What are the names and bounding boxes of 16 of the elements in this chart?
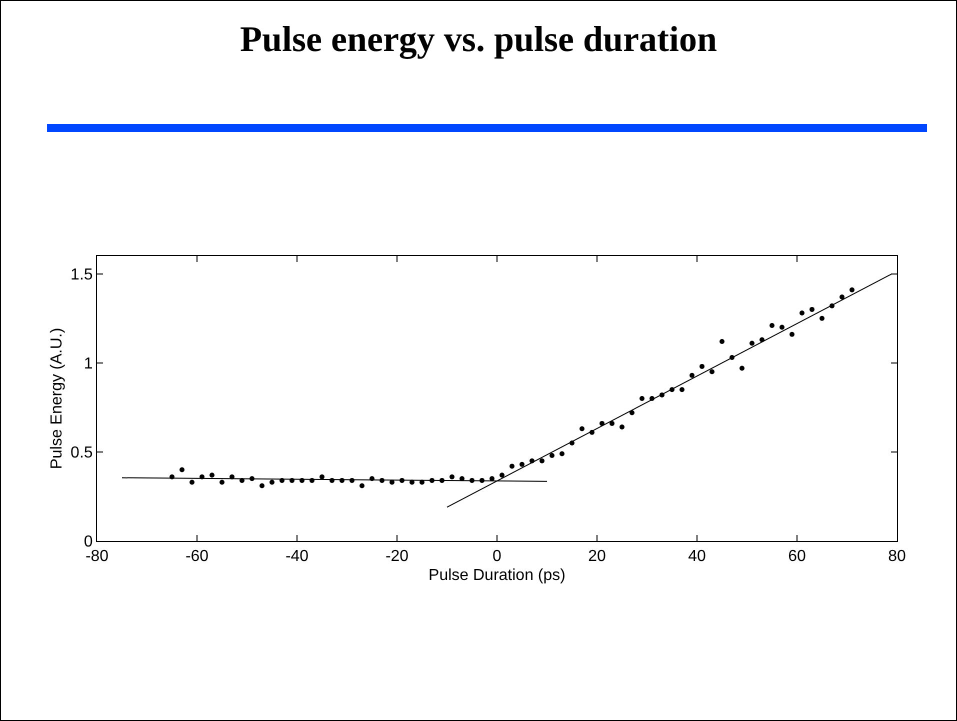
y-tick-label: 1.5 xyxy=(70,266,93,284)
x-tick-label: 0 xyxy=(492,548,502,566)
y-tick-label: 0 xyxy=(84,534,93,551)
x-tick-label: 60 xyxy=(788,548,806,566)
y-tick-label: 0.5 xyxy=(70,444,93,462)
x-tick-label: -60 xyxy=(185,548,209,566)
chart-title: Pulse energy vs. pulse duration xyxy=(238,18,718,60)
x-tick-label: -80 xyxy=(85,548,109,566)
x-tick-label: -20 xyxy=(385,548,409,566)
x-axis-title: Pulse Duration (ps) xyxy=(428,566,566,584)
y-tick-label: 1 xyxy=(84,355,93,372)
x-tick-label: 80 xyxy=(888,548,906,566)
y-axis-title: Pulse Energy (A.U.) xyxy=(48,328,66,470)
x-tick-label: 40 xyxy=(688,548,706,566)
x-tick-label: -40 xyxy=(285,548,309,566)
x-tick-label: 20 xyxy=(588,548,606,566)
